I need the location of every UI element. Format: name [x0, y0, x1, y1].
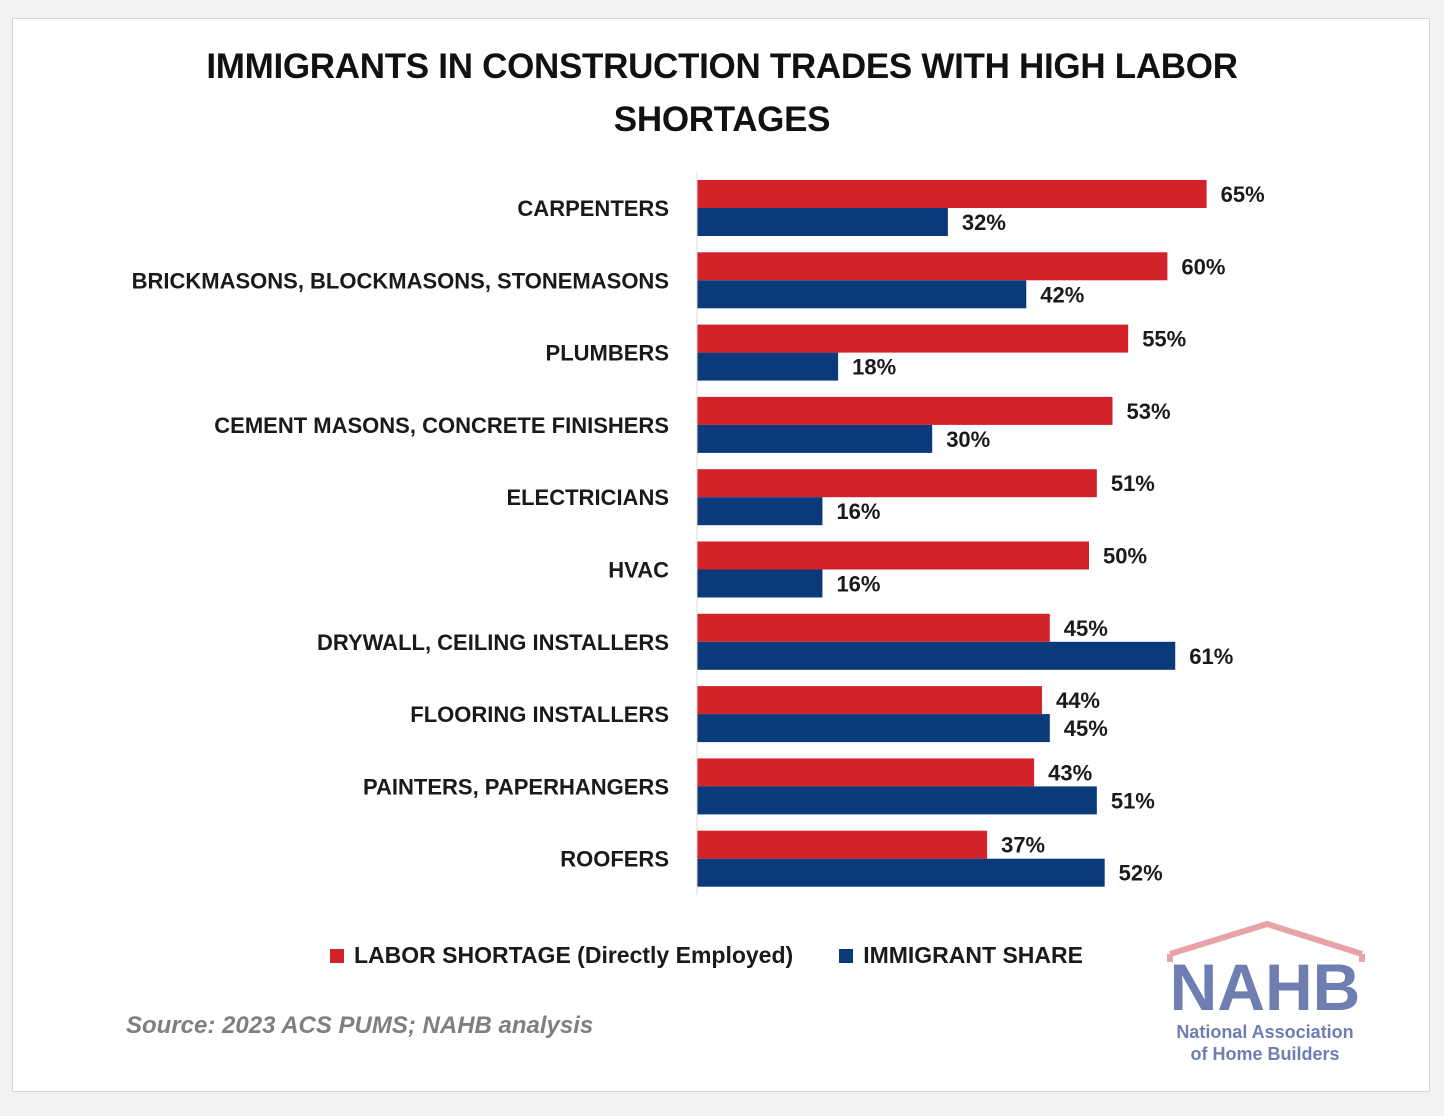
category-label-cement-masons-concrete-finishers: CEMENT MASONS, CONCRETE FINISHERS — [214, 413, 669, 438]
nahb-logo-line-2: of Home Builders — [1190, 1044, 1340, 1064]
legend-swatch-labor-shortage — [330, 948, 344, 963]
value-label-immigrant-share-cement-masons-concrete-finishers: 30% — [946, 427, 990, 452]
legend-item-labor-shortage: LABOR SHORTAGE (Directly Employed) — [330, 942, 793, 969]
bar-labor-shortage-drywall-ceiling-installers — [697, 613, 1050, 642]
category-label-electricians: ELECTRICIANS — [506, 485, 669, 510]
value-label-immigrant-share-electricians: 16% — [836, 499, 880, 524]
bar-labor-shortage-flooring-installers — [697, 686, 1042, 715]
category-label-flooring-installers: FLOORING INSTALLERS — [410, 702, 669, 727]
value-label-immigrant-share-painters-paperhangers: 51% — [1111, 788, 1155, 813]
value-label-immigrant-share-hvac: 16% — [836, 572, 880, 597]
nahb-logo-mark: NAHB — [1170, 950, 1361, 1024]
bar-immigrant-share-painters-paperhangers — [697, 786, 1097, 815]
bar-labor-shortage-carpenters — [697, 180, 1207, 208]
category-label-roofers: ROOFERS — [560, 847, 669, 872]
bar-immigrant-share-flooring-installers — [697, 714, 1050, 743]
category-label-carpenters: CARPENTERS — [517, 196, 669, 221]
value-label-labor-shortage-roofers: 37% — [1001, 833, 1045, 858]
category-label-plumbers: PLUMBERS — [546, 341, 669, 366]
value-label-labor-shortage-plumbers: 55% — [1142, 327, 1186, 352]
nahb-logo-line-1: National Association — [1176, 1022, 1354, 1042]
value-label-immigrant-share-flooring-installers: 45% — [1064, 716, 1108, 741]
bar-immigrant-share-hvac — [697, 569, 823, 598]
value-label-immigrant-share-roofers: 52% — [1119, 861, 1163, 886]
value-label-labor-shortage-drywall-ceiling-installers: 45% — [1064, 616, 1108, 641]
value-label-labor-shortage-hvac: 50% — [1103, 544, 1147, 569]
bar-immigrant-share-cement-masons-concrete-finishers — [697, 424, 933, 453]
chart-title: IMMIGRANTS IN CONSTRUCTION TRADES WITH H… — [0, 40, 1444, 146]
bar-immigrant-share-plumbers — [697, 352, 839, 381]
value-label-labor-shortage-cement-masons-concrete-finishers: 53% — [1127, 399, 1171, 424]
category-label-drywall-ceiling-installers: DRYWALL, CEILING INSTALLERS — [317, 630, 669, 655]
value-label-labor-shortage-flooring-installers: 44% — [1056, 688, 1100, 713]
value-label-immigrant-share-brickmasons-blockmasons-stonemasons: 42% — [1040, 282, 1084, 307]
value-label-immigrant-share-carpenters: 32% — [962, 210, 1006, 235]
legend-swatch-immigrant-share — [839, 948, 854, 963]
category-label-brickmasons-blockmasons-stonemasons: BRICKMASONS, BLOCKMASONS, STONEMASONS — [132, 268, 669, 293]
chart-title-line-2: SHORTAGES — [613, 100, 831, 139]
chart-title-line-1: IMMIGRANTS IN CONSTRUCTION TRADES WITH H… — [206, 47, 1238, 86]
category-label-painters-paperhangers: PAINTERS, PAPERHANGERS — [363, 774, 669, 799]
nahb-logo: NAHB National Association of Home Builde… — [1140, 918, 1390, 1068]
bar-immigrant-share-roofers — [697, 858, 1105, 887]
value-label-immigrant-share-plumbers: 18% — [852, 355, 896, 380]
bar-immigrant-share-brickmasons-blockmasons-stonemasons — [697, 280, 1027, 309]
value-label-labor-shortage-carpenters: 65% — [1221, 182, 1265, 207]
source-note: Source: 2023 ACS PUMS; NAHB analysis — [126, 1012, 594, 1039]
legend-label-immigrant-share: IMMIGRANT SHARE — [863, 942, 1083, 968]
bar-labor-shortage-electricians — [697, 469, 1097, 498]
bar-labor-shortage-hvac — [697, 541, 1089, 570]
value-label-labor-shortage-electricians: 51% — [1111, 471, 1155, 496]
bar-labor-shortage-plumbers — [697, 324, 1129, 353]
bar-labor-shortage-cement-masons-concrete-finishers — [697, 396, 1113, 425]
value-label-labor-shortage-painters-paperhangers: 43% — [1048, 760, 1092, 785]
legend-label-labor-shortage: LABOR SHORTAGE (Directly Employed) — [354, 942, 794, 968]
legend: LABOR SHORTAGE (Directly Employed) IMMIG… — [330, 942, 1129, 969]
bar-immigrant-share-electricians — [697, 497, 823, 526]
bar-immigrant-share-carpenters — [697, 208, 948, 236]
bar-labor-shortage-painters-paperhangers — [697, 758, 1035, 787]
bar-labor-shortage-roofers — [697, 830, 988, 859]
bar-immigrant-share-drywall-ceiling-installers — [697, 641, 1176, 670]
bar-labor-shortage-brickmasons-blockmasons-stonemasons — [697, 252, 1168, 281]
nahb-logo-icon: NAHB — [1167, 920, 1365, 1024]
category-label-hvac: HVAC — [608, 558, 669, 583]
value-label-labor-shortage-brickmasons-blockmasons-stonemasons: 60% — [1181, 254, 1225, 279]
legend-item-immigrant-share: IMMIGRANT SHARE — [839, 942, 1083, 969]
value-label-immigrant-share-drywall-ceiling-installers: 61% — [1189, 644, 1233, 669]
